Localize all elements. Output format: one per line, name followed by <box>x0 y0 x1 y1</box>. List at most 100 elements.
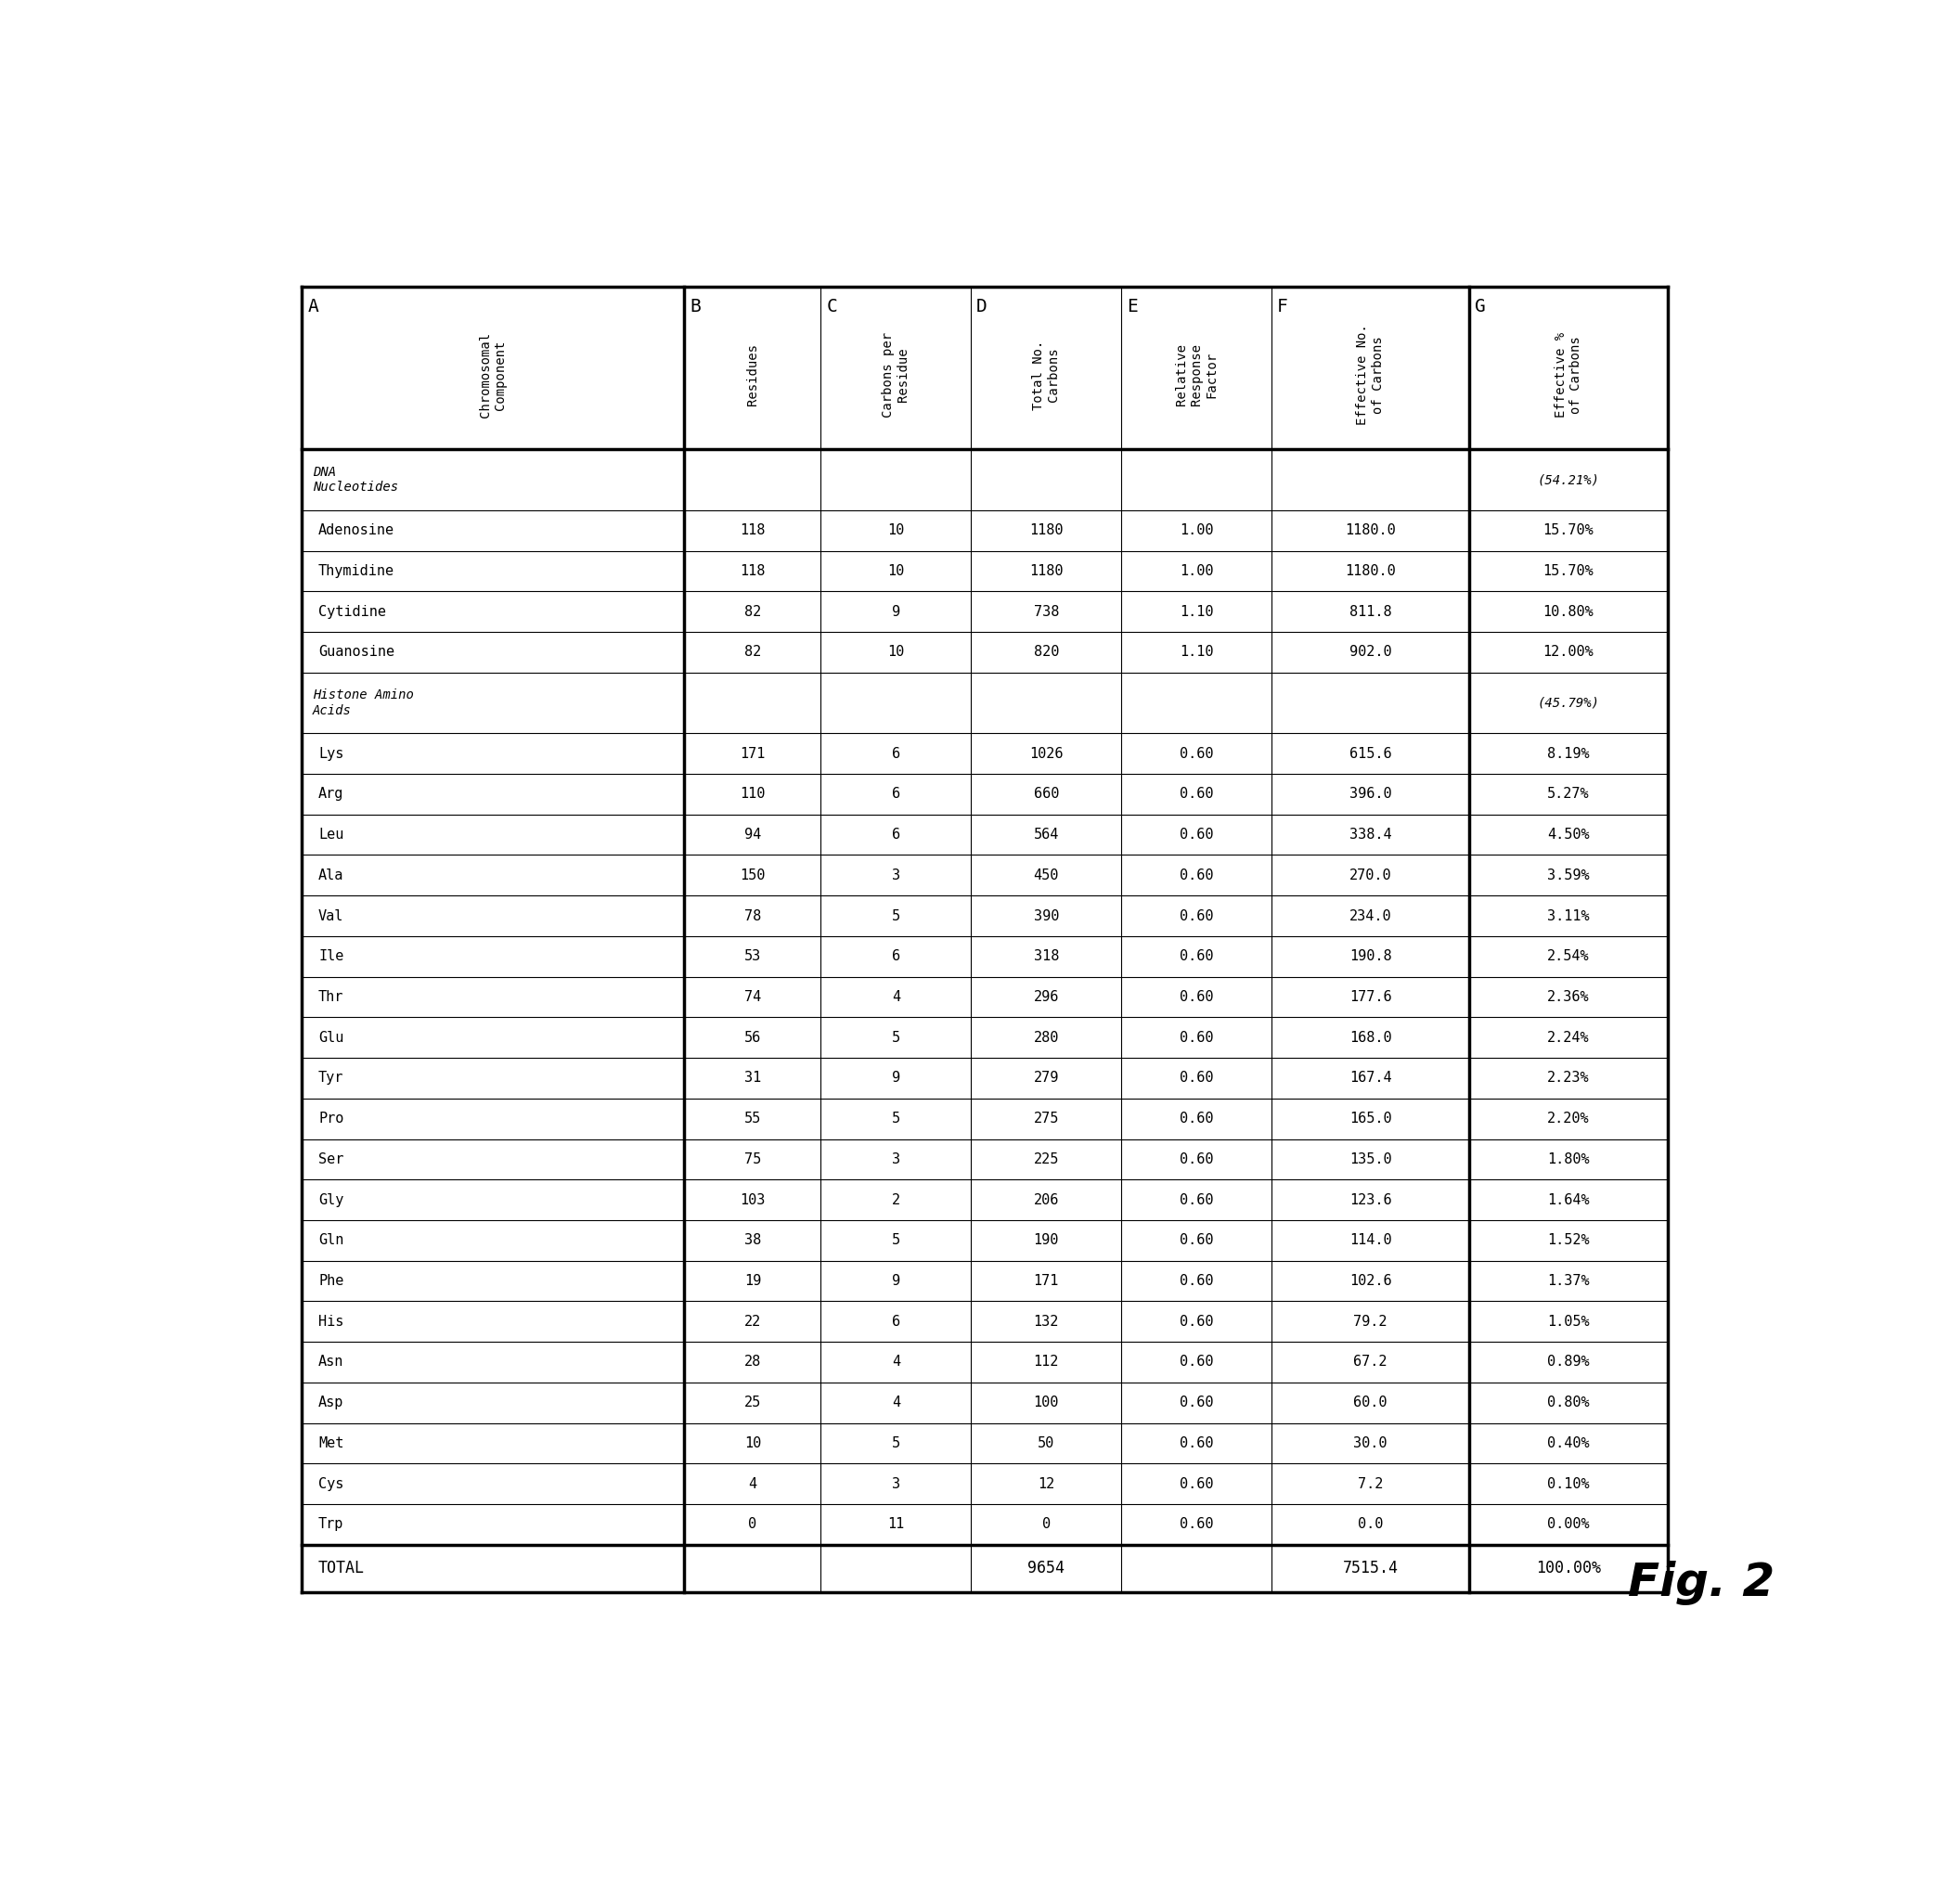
Text: 820: 820 <box>1034 645 1059 659</box>
Text: 6: 6 <box>892 828 900 842</box>
Text: 100: 100 <box>1034 1396 1059 1409</box>
Text: 0.60: 0.60 <box>1179 1030 1214 1045</box>
Text: 2.54%: 2.54% <box>1547 950 1589 963</box>
Text: 1180.0: 1180.0 <box>1346 524 1396 537</box>
Text: F: F <box>1278 297 1287 316</box>
Text: (45.79%): (45.79%) <box>1537 697 1599 710</box>
Text: 1.80%: 1.80% <box>1547 1152 1589 1167</box>
Text: Guanosine: Guanosine <box>318 645 395 659</box>
Text: 1.10: 1.10 <box>1179 605 1214 619</box>
Text: Ser: Ser <box>318 1152 345 1167</box>
Text: 6: 6 <box>892 786 900 802</box>
Text: 0.60: 0.60 <box>1179 1152 1214 1167</box>
Text: Relative
Response
Factor: Relative Response Factor <box>1175 345 1218 406</box>
Text: 0.60: 0.60 <box>1179 1436 1214 1451</box>
Text: 103: 103 <box>740 1192 765 1207</box>
Text: Fig. 2: Fig. 2 <box>1628 1561 1775 1605</box>
Text: 7515.4: 7515.4 <box>1342 1559 1398 1577</box>
Text: Adenosine: Adenosine <box>318 524 395 537</box>
Text: Pro: Pro <box>318 1112 345 1125</box>
Text: 190.8: 190.8 <box>1349 950 1392 963</box>
Text: 165.0: 165.0 <box>1349 1112 1392 1125</box>
Text: 55: 55 <box>743 1112 761 1125</box>
Text: 2: 2 <box>892 1192 900 1207</box>
Text: 615.6: 615.6 <box>1349 746 1392 760</box>
Text: Thymidine: Thymidine <box>318 564 395 579</box>
Text: 0.60: 0.60 <box>1179 1274 1214 1287</box>
Text: 25: 25 <box>743 1396 761 1409</box>
Text: 53: 53 <box>743 950 761 963</box>
Text: 118: 118 <box>740 564 765 579</box>
Text: 390: 390 <box>1034 908 1059 923</box>
Text: 6: 6 <box>892 746 900 760</box>
Text: C: C <box>827 297 836 316</box>
Text: 4.50%: 4.50% <box>1547 828 1589 842</box>
Text: 15.70%: 15.70% <box>1543 524 1593 537</box>
Text: 0.00%: 0.00% <box>1547 1517 1589 1531</box>
Text: 168.0: 168.0 <box>1349 1030 1392 1045</box>
Text: 811.8: 811.8 <box>1349 605 1392 619</box>
Text: 3: 3 <box>892 868 900 882</box>
Text: 74: 74 <box>743 990 761 1003</box>
Text: 1.37%: 1.37% <box>1547 1274 1589 1287</box>
Text: 206: 206 <box>1034 1192 1059 1207</box>
Text: 10: 10 <box>887 645 904 659</box>
Text: 132: 132 <box>1034 1314 1059 1329</box>
Text: 0.89%: 0.89% <box>1547 1356 1589 1369</box>
Text: 5: 5 <box>892 1234 900 1247</box>
Text: 1180.0: 1180.0 <box>1346 564 1396 579</box>
Text: 12.00%: 12.00% <box>1543 645 1593 659</box>
Text: 280: 280 <box>1034 1030 1059 1045</box>
Text: A: A <box>308 297 318 316</box>
Text: 0: 0 <box>749 1517 757 1531</box>
Text: 0.60: 0.60 <box>1179 950 1214 963</box>
Text: 0.40%: 0.40% <box>1547 1436 1589 1451</box>
Text: Lys: Lys <box>318 746 345 760</box>
Text: 8.19%: 8.19% <box>1547 746 1589 760</box>
Text: Ala: Ala <box>318 868 345 882</box>
Text: 1.10: 1.10 <box>1179 645 1214 659</box>
Text: 114.0: 114.0 <box>1349 1234 1392 1247</box>
Text: 2.23%: 2.23% <box>1547 1072 1589 1085</box>
Text: (54.21%): (54.21%) <box>1537 474 1599 486</box>
Text: 9654: 9654 <box>1028 1559 1065 1577</box>
Text: 4: 4 <box>892 1396 900 1409</box>
Text: 112: 112 <box>1034 1356 1059 1369</box>
Text: 4: 4 <box>892 1356 900 1369</box>
Text: Arg: Arg <box>318 786 345 802</box>
Text: 177.6: 177.6 <box>1349 990 1392 1003</box>
Text: 275: 275 <box>1034 1112 1059 1125</box>
Text: 12: 12 <box>1038 1478 1055 1491</box>
Text: 0.60: 0.60 <box>1179 1192 1214 1207</box>
Text: 0.60: 0.60 <box>1179 1314 1214 1329</box>
Text: 3: 3 <box>892 1478 900 1491</box>
Text: TOTAL: TOTAL <box>318 1559 364 1577</box>
Text: 7.2: 7.2 <box>1357 1478 1382 1491</box>
Text: Gln: Gln <box>318 1234 345 1247</box>
Text: 0.10%: 0.10% <box>1547 1478 1589 1491</box>
Text: Cytidine: Cytidine <box>318 605 385 619</box>
Text: 171: 171 <box>740 746 765 760</box>
Text: Chromosomal
Component: Chromosomal Component <box>478 331 507 417</box>
Text: 0.60: 0.60 <box>1179 786 1214 802</box>
Text: 0.60: 0.60 <box>1179 1478 1214 1491</box>
Text: 6: 6 <box>892 950 900 963</box>
Text: 270.0: 270.0 <box>1349 868 1392 882</box>
Text: Effective %
of Carbons: Effective % of Carbons <box>1555 331 1582 417</box>
Text: 31: 31 <box>743 1072 761 1085</box>
Text: Asn: Asn <box>318 1356 345 1369</box>
Text: His: His <box>318 1314 345 1329</box>
Text: 2.24%: 2.24% <box>1547 1030 1589 1045</box>
Text: 135.0: 135.0 <box>1349 1152 1392 1167</box>
Text: 0.80%: 0.80% <box>1547 1396 1589 1409</box>
Text: 1180: 1180 <box>1030 524 1063 537</box>
Text: 2.20%: 2.20% <box>1547 1112 1589 1125</box>
Text: 10: 10 <box>887 524 904 537</box>
Text: Phe: Phe <box>318 1274 345 1287</box>
Text: 0.60: 0.60 <box>1179 1112 1214 1125</box>
Text: 190: 190 <box>1034 1234 1059 1247</box>
Text: 10: 10 <box>743 1436 761 1451</box>
Text: 225: 225 <box>1034 1152 1059 1167</box>
Text: 3.59%: 3.59% <box>1547 868 1589 882</box>
Text: 0.60: 0.60 <box>1179 868 1214 882</box>
